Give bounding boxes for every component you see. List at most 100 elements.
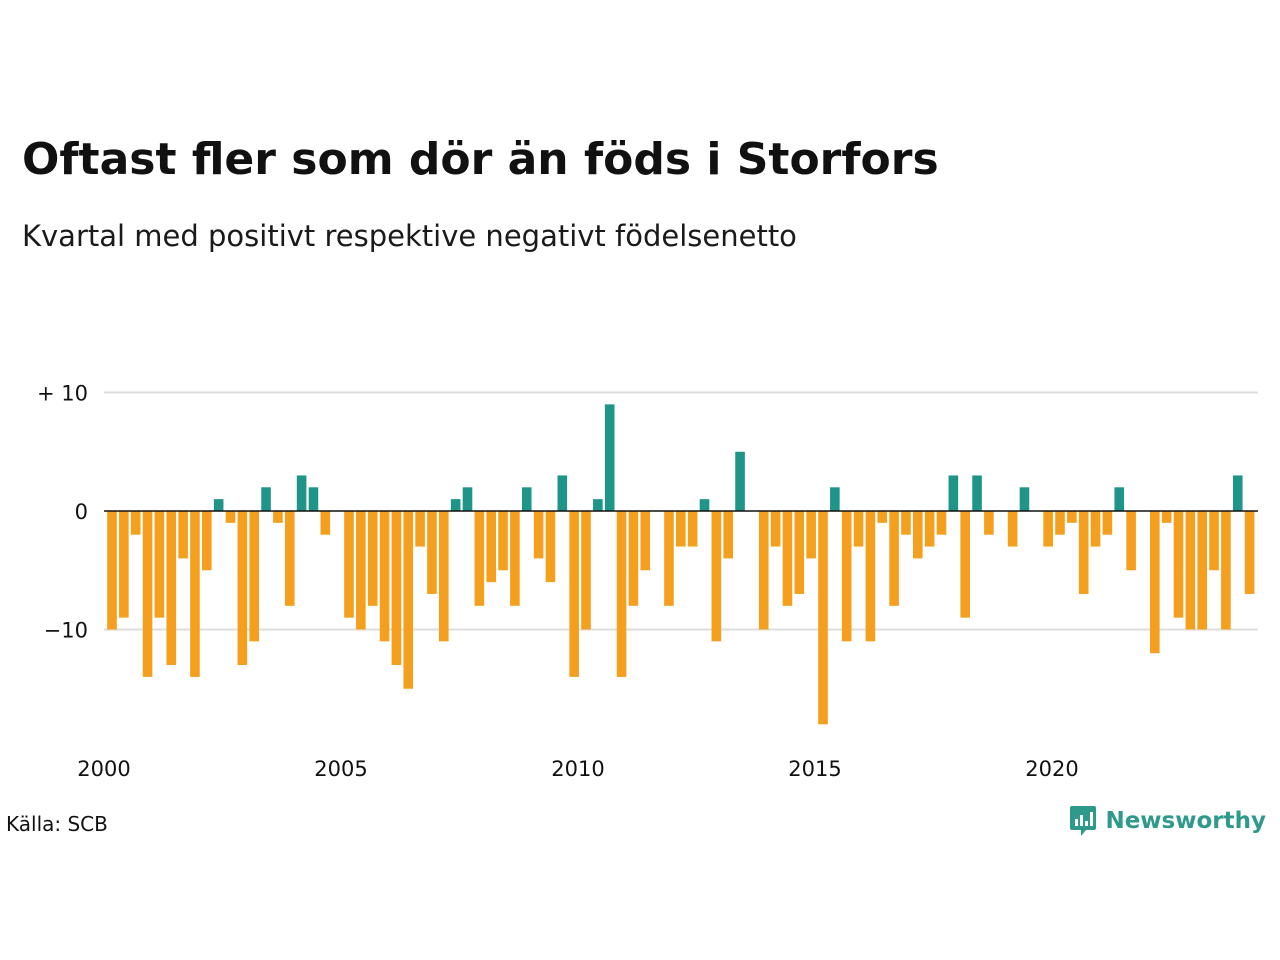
- bar-positive: [1019, 487, 1030, 511]
- bar-negative: [1102, 511, 1113, 535]
- bar-negative: [841, 511, 852, 642]
- bar-negative: [1150, 511, 1160, 654]
- bar-negative: [486, 511, 496, 583]
- bar-negative: [676, 511, 686, 547]
- bar-negative: [379, 511, 390, 642]
- x-tick-label: 2005: [314, 757, 367, 781]
- bar-negative: [924, 511, 935, 547]
- bar-negative: [142, 511, 153, 677]
- bar-negative: [889, 511, 899, 606]
- bar-positive: [213, 499, 224, 511]
- bar-negative: [794, 511, 805, 594]
- bar-negative: [284, 511, 295, 606]
- chart-title: Oftast fler som dör än föds i Storfors: [22, 134, 939, 185]
- bar-negative: [664, 511, 674, 606]
- bar-positive: [462, 487, 473, 511]
- bar-negative: [723, 511, 733, 559]
- bar-negative: [403, 511, 414, 689]
- bar-positive: [1114, 487, 1125, 511]
- bar-negative: [818, 511, 828, 725]
- bar-negative: [190, 511, 200, 677]
- x-tick-label: 2000: [77, 757, 130, 781]
- bar-negative: [344, 511, 354, 618]
- bar-negative: [569, 511, 579, 677]
- brand-logo: Newsworthy: [1069, 804, 1266, 838]
- bar-negative: [237, 511, 248, 666]
- bar-negative: [166, 511, 177, 666]
- bar-negative: [1055, 511, 1065, 535]
- bar-negative: [1007, 511, 1018, 547]
- bar-positive: [830, 487, 840, 511]
- bar-negative: [178, 511, 188, 559]
- bar-negative: [913, 511, 923, 559]
- bar-negative: [758, 511, 769, 630]
- bar-negative: [533, 511, 544, 559]
- bar-negative: [853, 511, 864, 547]
- bar-positive: [972, 475, 982, 511]
- bar-negative: [320, 511, 331, 535]
- y-tick-label: + 10: [37, 382, 88, 406]
- bar-negative: [960, 511, 970, 618]
- bar-negative: [474, 511, 485, 606]
- bar-negative: [202, 511, 212, 571]
- bar-negative: [1161, 511, 1172, 523]
- chart-subtitle: Kvartal med positivt respektive negativt…: [22, 219, 797, 253]
- y-tick-label: −10: [44, 619, 88, 643]
- bar-negative: [1067, 511, 1077, 523]
- bar-negative: [415, 511, 425, 547]
- bar-negative: [1221, 511, 1231, 630]
- y-tick-label: 0: [75, 500, 88, 524]
- bar-positive: [593, 499, 603, 511]
- bar-negative: [439, 511, 449, 642]
- bar-negative: [616, 511, 627, 677]
- bar-negative: [782, 511, 793, 606]
- bar-negative: [628, 511, 639, 606]
- bar-positive: [735, 451, 745, 511]
- bar-negative: [367, 511, 378, 606]
- bar-negative: [1043, 511, 1053, 547]
- bar-positive: [1232, 475, 1243, 511]
- x-tick-label: 2015: [788, 757, 841, 781]
- bar-negative: [249, 511, 259, 642]
- bar-negative: [936, 511, 947, 535]
- bar-negative: [107, 511, 117, 630]
- source-note: Källa: SCB: [6, 812, 108, 836]
- bar-positive: [521, 487, 532, 511]
- bar-negative: [1090, 511, 1101, 547]
- bar-negative: [1173, 511, 1184, 618]
- bar-positive: [296, 475, 307, 511]
- bar-positive: [557, 475, 568, 511]
- bar-negative: [877, 511, 888, 523]
- bar-negative: [984, 511, 994, 535]
- bar-negative: [687, 511, 698, 547]
- bar-negative: [581, 511, 591, 630]
- bar-negative: [770, 511, 781, 547]
- x-tick-label: 2010: [551, 757, 604, 781]
- bar-negative: [1244, 511, 1255, 594]
- y-axis-labels: + 10 0 −10: [37, 382, 88, 643]
- bar-negative: [391, 511, 402, 666]
- bar-positive: [699, 499, 710, 511]
- bar-positive: [604, 404, 615, 511]
- bar-negative: [225, 511, 236, 523]
- grid-lines: [104, 391, 1258, 631]
- bar-positive: [261, 487, 271, 511]
- bar-negative: [1185, 511, 1196, 630]
- bar-negative: [1209, 511, 1219, 571]
- bar-positive: [308, 487, 319, 511]
- bar-negative: [1126, 511, 1136, 571]
- x-tick-label: 2020: [1025, 757, 1078, 781]
- bar-negative: [711, 511, 722, 642]
- bar-negative: [273, 511, 283, 523]
- bar-positive: [450, 499, 461, 511]
- bar-negative: [154, 511, 165, 618]
- bar-negative: [1078, 511, 1089, 594]
- bar-negative: [545, 511, 556, 583]
- bar-negative: [498, 511, 508, 571]
- newsworthy-logo-icon: [1070, 806, 1097, 836]
- x-axis-labels: 2000 2005 2010 2015 2020: [77, 757, 1078, 781]
- bar-negative: [640, 511, 651, 571]
- bar-positive: [948, 475, 959, 511]
